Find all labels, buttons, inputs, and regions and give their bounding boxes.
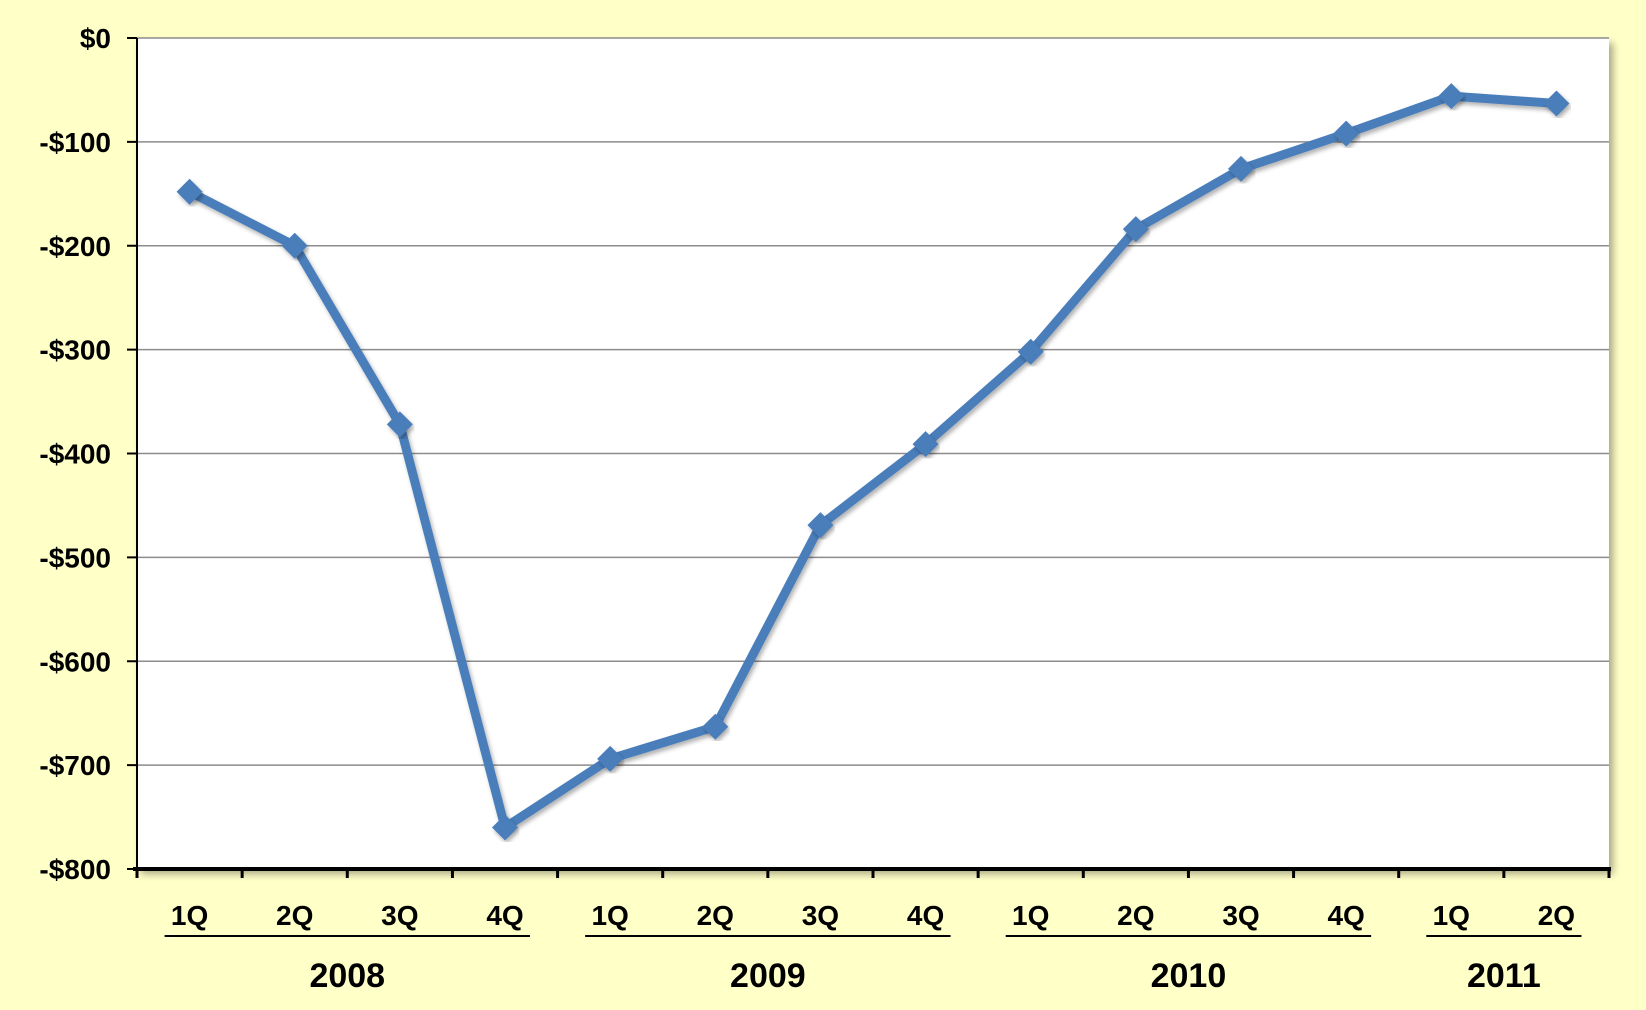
y-tick-label: -$200 [39, 231, 111, 262]
x-tick-label: 3Q [802, 900, 839, 931]
y-tick-label: $0 [80, 23, 111, 54]
x-tick-label: 1Q [591, 900, 628, 931]
data-point [281, 232, 308, 259]
x-tick-label: 4Q [486, 900, 523, 931]
x-tick-label: 3Q [381, 900, 418, 931]
data-point [702, 713, 729, 740]
data-point [1333, 120, 1360, 147]
data-point [1228, 155, 1254, 182]
data-point [912, 431, 939, 458]
data-point [807, 512, 834, 539]
y-tick-label: -$500 [39, 542, 111, 573]
y-tick-labels: $0 -$100 -$200 -$300 -$400 -$500 -$600 -$700 -$8… [39, 23, 111, 885]
data-point [1543, 90, 1570, 117]
series-line [185, 91, 1561, 832]
x-tick-labels: 1Q 2Q 3Q 4Q 1Q 2Q 3Q 4Q 1Q 2Q 3Q 4Q 1Q 2Q [171, 900, 1575, 931]
year-group-label: 2009 [730, 957, 806, 995]
y-tick-label: -$600 [39, 646, 111, 677]
x-tick-label: 1Q [1433, 900, 1470, 931]
data-point [386, 411, 413, 438]
year-group-label: 2011 [1467, 957, 1541, 995]
x-tick-label: 2Q [697, 900, 734, 931]
data-point [1438, 83, 1465, 110]
grid-lines [137, 37, 1609, 766]
data-point [1017, 338, 1044, 365]
data-point [176, 178, 203, 205]
y-tick-label: -$400 [39, 439, 111, 470]
year-group-labels: 2008 2009 2010 2011 [164, 935, 1582, 995]
data-point [1122, 216, 1149, 243]
x-tick-label: 2Q [1117, 900, 1154, 931]
x-tick-label: 2Q [1538, 900, 1575, 931]
x-tick-label: 3Q [1222, 900, 1259, 931]
x-tick-label: 4Q [907, 900, 944, 931]
x-tick-label: 4Q [1327, 900, 1364, 931]
y-tick-label: -$800 [39, 854, 111, 885]
year-group-label: 2010 [1151, 957, 1227, 995]
y-tick-label: -$700 [39, 750, 111, 781]
axes [127, 37, 1611, 878]
y-tick-label: -$100 [39, 127, 111, 158]
year-group-label: 2008 [309, 957, 385, 995]
x-tick-label: 1Q [171, 900, 208, 931]
x-tick-label: 1Q [1012, 900, 1049, 931]
x-tick-label: 2Q [276, 900, 313, 931]
y-tick-label: -$300 [39, 335, 111, 366]
data-point [492, 814, 518, 841]
series-layer [176, 83, 1570, 841]
data-point [597, 745, 624, 772]
